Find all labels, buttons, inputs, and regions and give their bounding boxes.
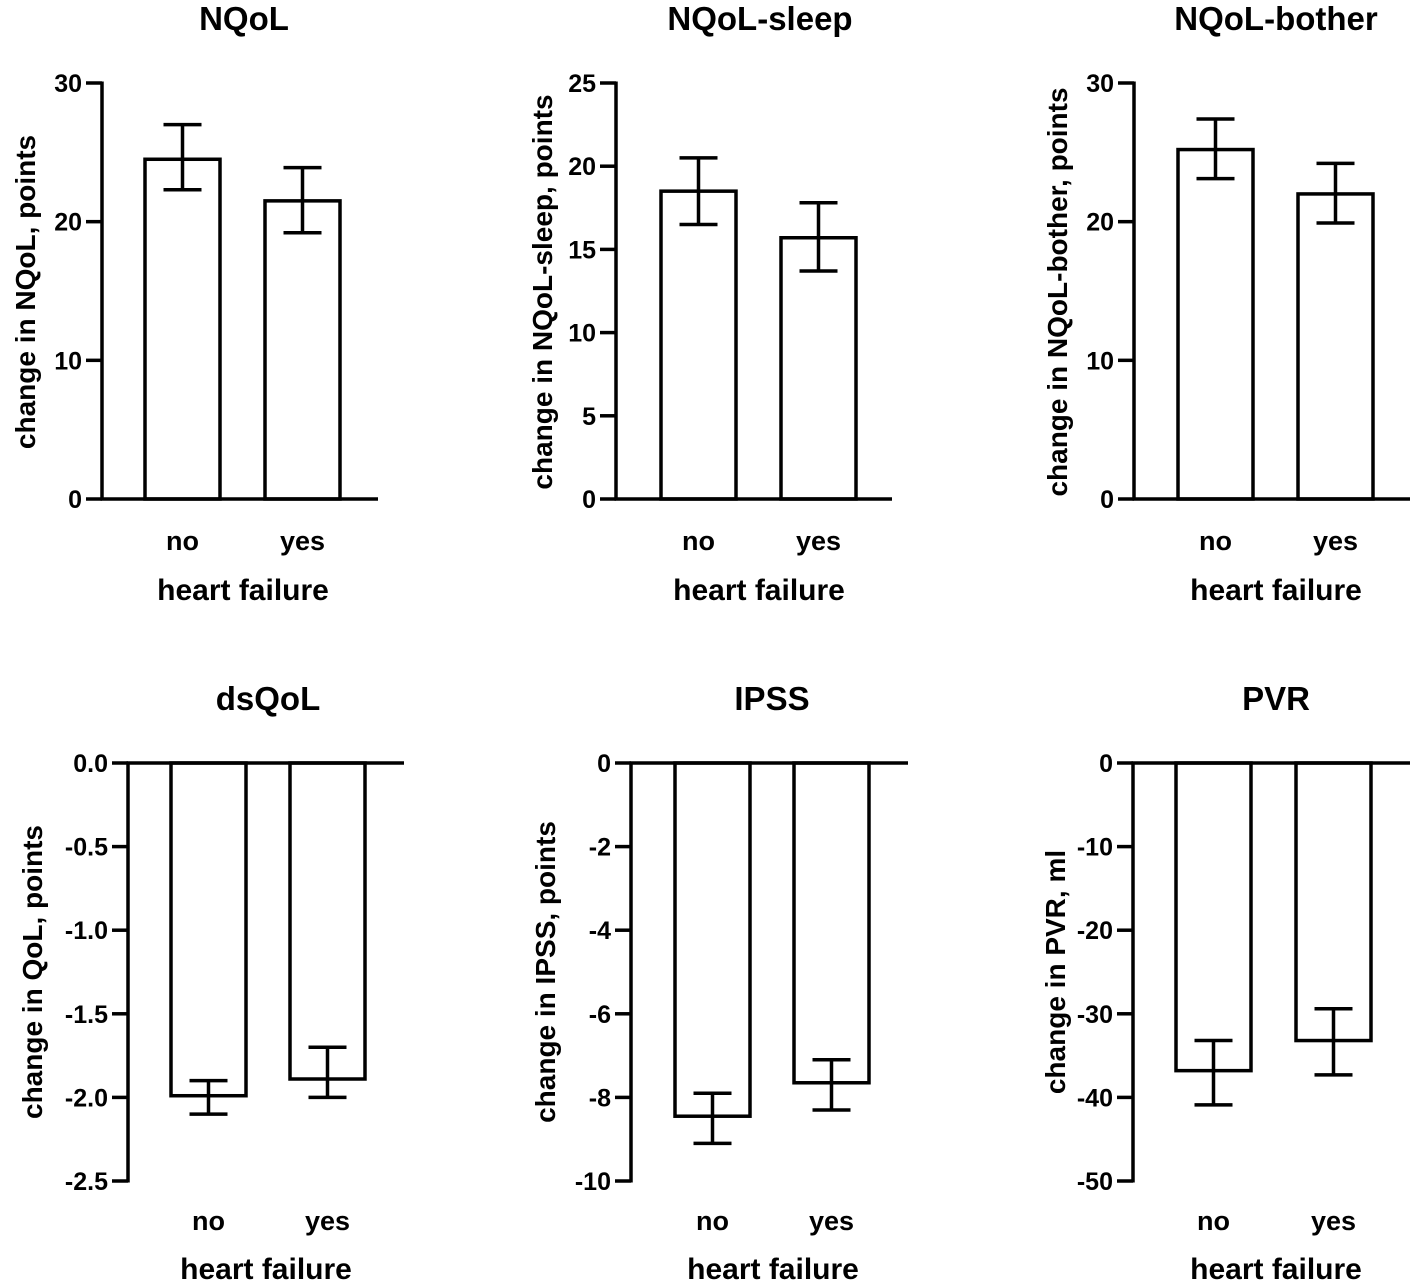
y-axis-label: change in NQoL-sleep, points: [527, 94, 558, 489]
y-tick-label: -10: [575, 1168, 611, 1196]
y-tick-label: 20: [568, 153, 596, 181]
y-tick-label: 0.0: [73, 750, 108, 778]
chart-panel-3: NQoL-bother 0 10 20 30 no yes heart failure chan…: [1042, 0, 1410, 607]
x-category-label: yes: [305, 1206, 350, 1236]
bar-yes: [288, 761, 367, 1081]
y-tick-label: 0: [1100, 486, 1114, 514]
x-category-label: no: [192, 1206, 225, 1236]
y-tick-label: -50: [1077, 1168, 1113, 1196]
bar-yes: [779, 236, 858, 501]
chart-title: IPSS: [734, 680, 809, 717]
y-tick-label: -0.5: [65, 834, 108, 862]
x-category-label: yes: [809, 1206, 854, 1236]
bar-no: [659, 189, 738, 501]
bar-no: [1174, 761, 1253, 1073]
bar-no: [673, 761, 752, 1118]
y-tick-label: 30: [1086, 70, 1114, 98]
y-tick-label: -6: [589, 1001, 611, 1029]
x-axis-label: heart failure: [673, 574, 845, 607]
y-tick-label: 20: [1086, 209, 1114, 237]
y-tick-label: 0: [1099, 750, 1113, 778]
chart-title: NQoL-sleep: [667, 0, 852, 37]
bar-yes: [1296, 192, 1375, 501]
y-tick-label: 25: [568, 70, 596, 98]
y-tick-label: 0: [582, 486, 596, 514]
y-axis-label: change in NQoL-bother, points: [1042, 87, 1073, 496]
y-tick-label: -2.5: [65, 1168, 108, 1196]
x-category-label: yes: [1313, 526, 1358, 556]
y-tick-label: -40: [1077, 1084, 1113, 1112]
y-tick-label: 10: [568, 320, 596, 348]
x-axis-label: heart failure: [180, 1253, 352, 1282]
bar-no: [169, 761, 248, 1098]
bar-yes: [263, 199, 342, 501]
y-axis-label: change in QoL, points: [17, 825, 48, 1119]
bar-yes: [1294, 761, 1373, 1043]
x-category-label: yes: [1311, 1206, 1356, 1236]
y-axis-label: change in PVR, ml: [1040, 850, 1071, 1094]
y-tick-label: 10: [1086, 347, 1114, 375]
y-tick-label: -4: [589, 917, 611, 945]
y-tick-label: 20: [54, 209, 82, 237]
y-tick-label: -1.0: [65, 917, 108, 945]
chart-title: dsQoL: [216, 680, 321, 717]
x-category-label: no: [1197, 1206, 1230, 1236]
y-tick-label: 5: [582, 403, 596, 431]
chart-panel-5: IPSS 0 -2 -4 -6 -8 -10 no yes heart failure change…: [530, 680, 908, 1282]
y-tick-label: -20: [1077, 917, 1113, 945]
y-tick-label: 0: [68, 486, 82, 514]
x-category-label: no: [682, 526, 715, 556]
chart-title: NQoL: [199, 0, 289, 37]
y-axis-label: change in IPSS, points: [530, 821, 561, 1123]
y-tick-label: 15: [568, 236, 596, 264]
y-tick-label: -10: [1077, 834, 1113, 862]
chart-title: NQoL-bother: [1174, 0, 1378, 37]
chart-panel-1: NQoL 0 10 20 30 no yes heart failure change in N…: [10, 0, 378, 607]
x-axis-label: heart failure: [157, 574, 329, 607]
y-axis-label: change in NQoL, points: [10, 135, 41, 449]
bar-yes: [792, 761, 871, 1085]
y-tick-label: -2.0: [65, 1084, 108, 1112]
x-axis-label: heart failure: [1190, 1253, 1362, 1282]
y-tick-label: -8: [589, 1084, 611, 1112]
chart-panel-2: NQoL-sleep 0 5 10 15 20 25 no yes heart failure ch…: [527, 0, 892, 607]
y-tick-label: -2: [589, 834, 611, 862]
x-category-label: yes: [280, 526, 325, 556]
chart-title: PVR: [1242, 680, 1310, 717]
x-axis-label: heart failure: [1190, 574, 1362, 607]
y-tick-label: 0: [597, 750, 611, 778]
x-category-label: yes: [796, 526, 841, 556]
chart-panel-4: dsQoL 0.0 -0.5 -1.0 -1.5 -2.0 -2.5 no yes heart f…: [17, 680, 404, 1282]
x-category-label: no: [166, 526, 199, 556]
y-tick-label: 30: [54, 70, 82, 98]
chart-panel-6: PVR 0 -10 -20 -30 -40 -50 no yes heart failure cha…: [1040, 680, 1410, 1282]
x-category-label: no: [696, 1206, 729, 1236]
x-category-label: no: [1199, 526, 1232, 556]
y-tick-label: -1.5: [65, 1001, 108, 1029]
bar-no: [143, 157, 222, 501]
y-tick-label: -30: [1077, 1001, 1113, 1029]
bar-no: [1176, 147, 1255, 501]
x-axis-label: heart failure: [687, 1253, 859, 1282]
y-tick-label: 10: [54, 347, 82, 375]
